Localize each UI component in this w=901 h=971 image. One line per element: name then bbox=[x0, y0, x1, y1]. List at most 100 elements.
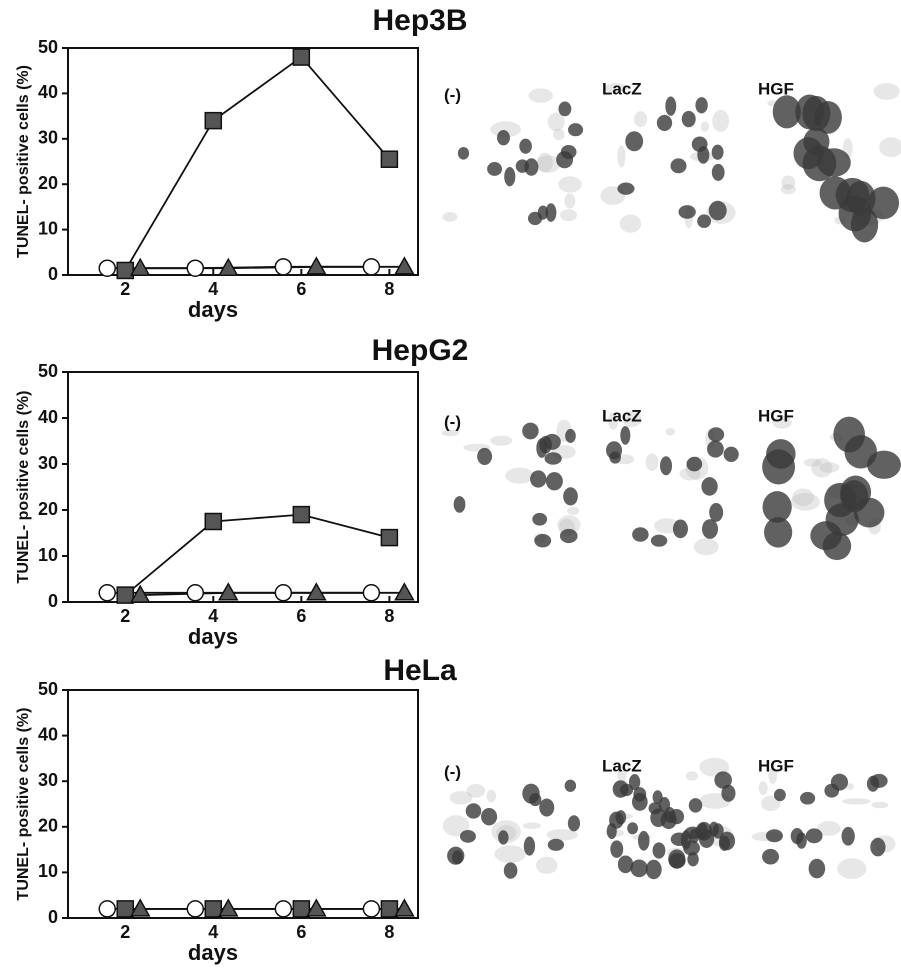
image-speckle bbox=[494, 845, 526, 863]
image-speckle bbox=[608, 412, 619, 430]
image-speckle bbox=[781, 175, 796, 190]
image-speckle bbox=[619, 214, 642, 233]
cell-nucleus bbox=[477, 447, 493, 465]
data-point bbox=[129, 584, 151, 603]
image-speckle bbox=[505, 467, 535, 484]
cell-nucleus bbox=[708, 200, 727, 221]
cell-nucleus bbox=[645, 859, 662, 880]
cell-nucleus bbox=[772, 95, 801, 129]
cell-nucleus bbox=[547, 838, 565, 851]
image-speckle bbox=[712, 109, 730, 132]
y-tick-label: 30 bbox=[38, 453, 58, 473]
image-speckle bbox=[758, 781, 768, 796]
data-point bbox=[394, 898, 415, 917]
image-speckle bbox=[535, 856, 558, 874]
x-tick-label: 2 bbox=[120, 606, 130, 626]
cell-nucleus bbox=[480, 807, 498, 826]
cell-nucleus bbox=[841, 826, 855, 846]
cell-nucleus bbox=[447, 846, 465, 865]
y-tick-label: 10 bbox=[38, 218, 58, 238]
y-tick-label: 30 bbox=[38, 128, 58, 148]
data-point bbox=[306, 256, 327, 275]
y-axis-label: TUNEL- positive cells (%) bbox=[15, 708, 32, 901]
image-label: HGF bbox=[758, 79, 794, 98]
cell-nucleus bbox=[714, 771, 732, 789]
cell-nucleus bbox=[697, 214, 712, 228]
plot-frame bbox=[67, 47, 419, 276]
cell-nucleus bbox=[652, 842, 666, 859]
x-tick-label: 8 bbox=[384, 606, 394, 626]
data-point bbox=[292, 505, 311, 524]
cell-nucleus bbox=[824, 783, 840, 798]
y-tick-label: 20 bbox=[38, 173, 58, 193]
cell-nucleus bbox=[564, 779, 577, 792]
image-speckle bbox=[557, 515, 581, 535]
cell-nucleus bbox=[678, 205, 696, 219]
x-tick-label: 8 bbox=[384, 922, 394, 942]
data-point bbox=[98, 259, 116, 277]
image-speckle bbox=[842, 798, 871, 805]
image-speckle bbox=[486, 789, 497, 803]
data-point bbox=[218, 898, 239, 917]
cell-nucleus bbox=[701, 519, 719, 539]
cell-nucleus bbox=[853, 497, 885, 528]
image-speckle bbox=[768, 767, 778, 784]
data-point bbox=[274, 258, 293, 276]
y-tick-label: 50 bbox=[38, 679, 58, 699]
image-speckle bbox=[617, 145, 626, 168]
image-label: LacZ bbox=[602, 406, 642, 425]
image-speckle bbox=[665, 427, 676, 436]
cell-nucleus bbox=[681, 110, 696, 128]
image-speckle bbox=[792, 488, 814, 506]
cell-nucleus bbox=[457, 146, 470, 160]
image-speckle bbox=[790, 493, 820, 511]
image-speckle bbox=[490, 435, 513, 446]
data-point bbox=[292, 900, 311, 918]
image-speckle bbox=[442, 815, 470, 837]
image-label: HGF bbox=[758, 406, 794, 425]
cell-nucleus bbox=[465, 803, 482, 819]
image-speckle bbox=[761, 795, 781, 812]
cell-nucleus bbox=[672, 519, 688, 539]
cell-nucleus bbox=[723, 446, 739, 462]
cell-nucleus bbox=[524, 158, 539, 176]
cell-nucleus bbox=[498, 830, 509, 845]
y-tick-label: 0 bbox=[48, 907, 58, 927]
x-tick-label: 2 bbox=[120, 279, 130, 299]
cell-nucleus bbox=[802, 145, 837, 182]
cell-nucleus bbox=[568, 123, 584, 137]
cell-nucleus bbox=[808, 858, 826, 879]
image-speckle bbox=[564, 193, 576, 209]
cell-nucleus bbox=[822, 531, 852, 561]
cell-nucleus bbox=[453, 496, 466, 513]
cell-nucleus bbox=[670, 158, 687, 174]
x-tick-label: 4 bbox=[208, 279, 218, 299]
data-point bbox=[129, 898, 151, 917]
plot-frame bbox=[67, 689, 419, 919]
data-point bbox=[394, 582, 415, 601]
data-point bbox=[116, 900, 134, 918]
image-speckle bbox=[442, 212, 458, 222]
cell-nucleus bbox=[536, 438, 548, 458]
cell-nucleus bbox=[833, 416, 865, 453]
y-axis-label: TUNEL- positive cells (%) bbox=[15, 391, 32, 584]
cell-nucleus bbox=[691, 136, 708, 152]
x-tick-label: 4 bbox=[208, 606, 218, 626]
chart-title: HeLa bbox=[383, 654, 457, 687]
cell-nucleus bbox=[762, 449, 796, 485]
image-speckle bbox=[546, 829, 578, 841]
image-speckle bbox=[871, 801, 889, 809]
cell-nucleus bbox=[544, 452, 562, 465]
y-tick-label: 10 bbox=[38, 545, 58, 565]
cell-nucleus bbox=[805, 828, 823, 844]
cell-nucleus bbox=[762, 848, 779, 865]
cell-nucleus bbox=[559, 528, 578, 544]
cell-nucleus bbox=[503, 862, 518, 879]
cell-nucleus bbox=[545, 472, 563, 491]
image-speckle bbox=[879, 137, 901, 158]
image-speckle bbox=[490, 121, 521, 138]
x-tick-label: 6 bbox=[296, 279, 306, 299]
cell-nucleus bbox=[519, 138, 532, 154]
image-speckle bbox=[528, 88, 553, 103]
